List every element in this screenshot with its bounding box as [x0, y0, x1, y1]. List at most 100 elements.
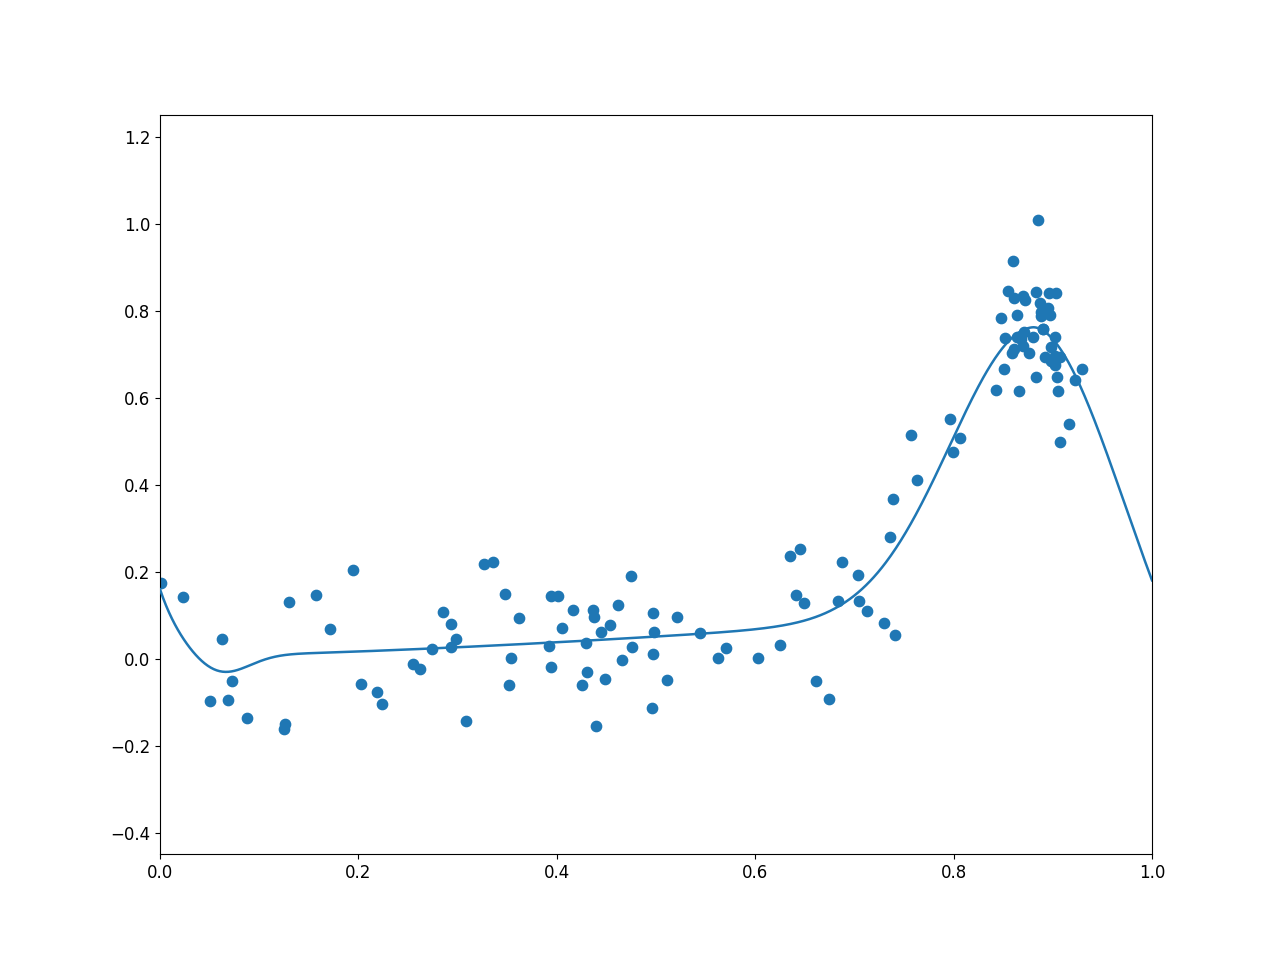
Point — [274, 721, 294, 736]
Point — [1004, 291, 1024, 306]
Point — [474, 557, 494, 572]
Point — [563, 602, 584, 617]
Point — [540, 660, 561, 675]
Point — [881, 529, 901, 544]
Point — [832, 554, 852, 569]
Point — [667, 610, 687, 625]
Point — [1048, 384, 1069, 399]
Point — [1023, 329, 1043, 345]
Point — [1071, 362, 1092, 377]
Point — [997, 283, 1018, 299]
Point — [1044, 348, 1065, 363]
Point — [1002, 345, 1023, 360]
Point — [200, 693, 220, 708]
Point — [790, 540, 810, 556]
Point — [883, 491, 904, 506]
Point — [1033, 322, 1053, 337]
Point — [595, 671, 616, 686]
Point — [483, 554, 503, 569]
Point — [173, 589, 193, 605]
Point — [884, 627, 905, 642]
Point — [612, 653, 632, 668]
Point — [995, 330, 1015, 346]
Point — [445, 631, 466, 646]
Point — [371, 697, 392, 712]
Point — [1004, 341, 1024, 356]
Point — [586, 718, 607, 733]
Point — [608, 598, 628, 613]
Point — [1009, 383, 1029, 398]
Point — [1014, 338, 1034, 353]
Point — [494, 587, 515, 602]
Point — [367, 684, 388, 700]
Point — [1038, 300, 1059, 316]
Point — [1046, 357, 1066, 372]
Point — [279, 594, 300, 610]
Point — [1065, 372, 1085, 388]
Point — [900, 427, 920, 443]
Point — [576, 664, 596, 680]
Point — [991, 311, 1011, 326]
Point — [849, 593, 869, 609]
Point — [943, 444, 964, 460]
Point — [499, 678, 520, 693]
Point — [643, 606, 663, 621]
Point — [508, 611, 529, 626]
Point — [221, 673, 242, 688]
Point — [950, 430, 970, 445]
Point — [690, 625, 710, 640]
Point — [548, 588, 568, 604]
Point — [621, 568, 641, 584]
Point — [643, 701, 663, 716]
Point — [584, 610, 604, 625]
Point — [856, 604, 877, 619]
Point — [1059, 416, 1079, 431]
Point — [1050, 435, 1070, 450]
Point — [622, 639, 643, 655]
Point — [786, 588, 806, 603]
Point — [1032, 309, 1052, 324]
Point — [716, 640, 736, 656]
Point — [440, 639, 461, 655]
Point — [769, 637, 790, 653]
Point — [1019, 345, 1039, 360]
Point — [456, 713, 476, 729]
Point — [599, 617, 620, 633]
Point — [237, 710, 257, 726]
Point — [818, 691, 838, 707]
Point — [1039, 307, 1060, 323]
Point — [552, 621, 572, 636]
Point — [320, 621, 340, 636]
Point — [403, 656, 424, 671]
Point — [343, 562, 364, 577]
Point — [582, 602, 603, 617]
Point — [748, 651, 768, 666]
Point — [540, 588, 561, 603]
Point — [1050, 348, 1070, 364]
Point — [151, 575, 172, 590]
Point — [908, 472, 928, 488]
Point — [993, 361, 1014, 376]
Point — [1025, 370, 1046, 385]
Point — [1006, 307, 1027, 323]
Point — [576, 636, 596, 651]
Point — [500, 651, 521, 666]
Point — [275, 716, 296, 732]
Point — [440, 616, 461, 632]
Point — [986, 382, 1006, 397]
Point — [433, 604, 453, 619]
Point — [708, 650, 728, 665]
Point — [1028, 212, 1048, 228]
Point — [1011, 331, 1032, 347]
Point — [940, 411, 960, 426]
Point — [1039, 285, 1060, 300]
Point — [539, 638, 559, 654]
Point — [410, 661, 430, 677]
Point — [218, 692, 238, 708]
Point — [572, 678, 593, 693]
Point — [1044, 353, 1065, 369]
Point — [421, 641, 442, 657]
Point — [1047, 370, 1068, 385]
Point — [644, 625, 664, 640]
Point — [828, 593, 849, 609]
